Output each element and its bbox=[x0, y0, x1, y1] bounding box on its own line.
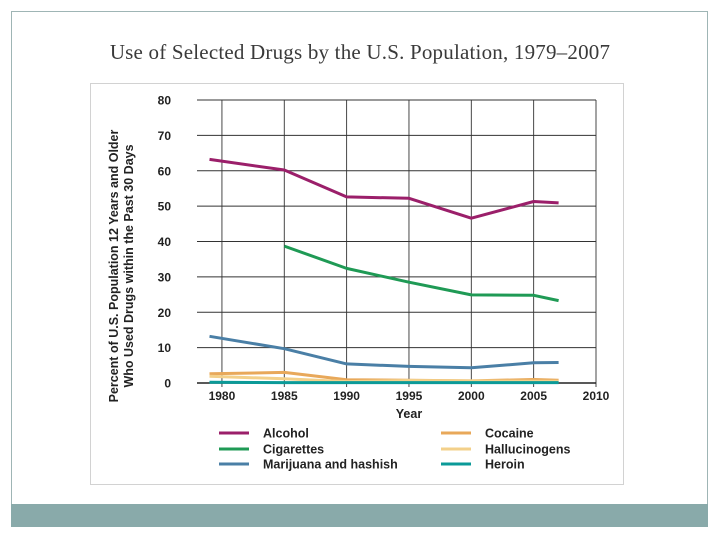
legend-label-alcohol: Alcohol bbox=[263, 427, 309, 441]
y-axis-label-line-2: Who Used Drugs within the Past 30 Days bbox=[122, 144, 136, 387]
legend-label-heroin: Heroin bbox=[485, 458, 525, 472]
series-lines bbox=[209, 157, 559, 385]
axes: 0 10 20 30 40 50 60 70 80 1980 1985 1990 1995 2000 200… bbox=[158, 94, 610, 404]
y-axis-label-line-1: Percent of U.S. Population 12 Years and … bbox=[107, 129, 121, 402]
y-tick-label: 60 bbox=[158, 164, 172, 178]
legend-label-cigarettes: Cigarettes bbox=[263, 443, 324, 457]
y-tick-label: 40 bbox=[158, 235, 172, 249]
x-tick-label: 1995 bbox=[396, 389, 423, 403]
axis-labels: Percent of U.S. Population 12 Years and … bbox=[107, 129, 422, 421]
y-tick-label: 80 bbox=[158, 94, 172, 108]
line-chart: 0 10 20 30 40 50 60 70 80 1980 1985 1990 1995 2000 200… bbox=[107, 94, 610, 472]
y-tick-label: 0 bbox=[164, 377, 171, 391]
y-tick-label: 70 bbox=[158, 129, 172, 143]
x-tick-label: 1990 bbox=[333, 389, 360, 403]
x-tick-label: 1980 bbox=[209, 389, 236, 403]
x-tick-label: 1985 bbox=[271, 389, 298, 403]
slide-footer-bar bbox=[11, 504, 708, 527]
y-tick-label: 20 bbox=[158, 306, 172, 320]
series-line-cigarettes bbox=[283, 244, 559, 303]
y-tick-label: 10 bbox=[158, 341, 172, 355]
x-axis-label: Year bbox=[396, 407, 423, 421]
x-tick-label: 2000 bbox=[458, 389, 485, 403]
series-line-alcohol bbox=[209, 157, 559, 220]
slide-title: Use of Selected Drugs by the U.S. Popula… bbox=[109, 40, 611, 64]
grid-lines bbox=[197, 99, 597, 387]
legend-label-hallucinogens: Hallucinogens bbox=[485, 443, 570, 457]
y-tick-label: 50 bbox=[158, 200, 172, 214]
chart-panel: 0 10 20 30 40 50 60 70 80 1980 1985 1990 1995 2000 200… bbox=[90, 83, 624, 485]
x-tick-label: 2005 bbox=[520, 389, 547, 403]
x-tick-label: 2010 bbox=[583, 389, 610, 403]
y-tick-label: 30 bbox=[158, 270, 172, 284]
legend-label-marijuana-and-hashish: Marijuana and hashish bbox=[263, 458, 398, 472]
series-line-marijuana-and-hashish bbox=[209, 334, 559, 370]
legend-label-cocaine: Cocaine bbox=[485, 427, 534, 441]
